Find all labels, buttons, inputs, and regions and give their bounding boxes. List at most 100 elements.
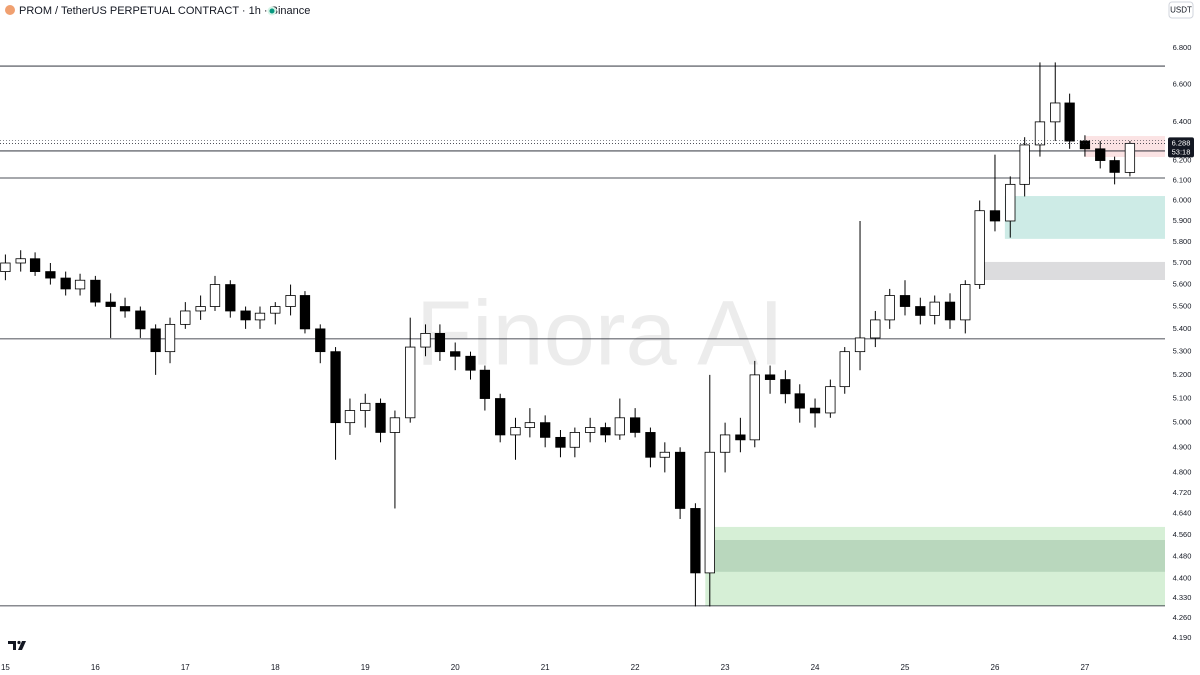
candle-body: [1095, 148, 1106, 161]
y-tick-label: 4.640: [1173, 509, 1192, 518]
x-tick-label: 26: [991, 663, 1000, 672]
candle-body: [510, 427, 521, 436]
x-tick-label: 16: [91, 663, 100, 672]
y-tick-label: 4.900: [1173, 442, 1192, 451]
candle-body: [60, 277, 71, 290]
candle-body: [74, 279, 86, 290]
candle-body: [434, 333, 446, 353]
x-tick-label: 23: [721, 663, 730, 672]
candle-body: [674, 451, 686, 509]
chart-title: PROM / TetherUS PERPETUAL CONTRACT · 1h …: [19, 5, 310, 17]
candle-body: [614, 417, 625, 436]
candle-body: [749, 374, 760, 441]
countdown: 53:18: [1172, 147, 1191, 156]
currency-box[interactable]: [1168, 1, 1194, 19]
watermark: Finora AI: [416, 282, 784, 384]
candle-body: [344, 410, 356, 424]
candle-body: [794, 393, 805, 409]
y-tick-label: 5.800: [1173, 237, 1192, 246]
candle-body: [780, 379, 791, 395]
y-tick-label: 4.330: [1173, 593, 1192, 602]
y-tick-label: 4.480: [1173, 551, 1192, 560]
candle-body: [944, 301, 956, 321]
logo-part: [8, 641, 16, 650]
y-tick-label: 5.700: [1173, 258, 1192, 267]
x-tick-label: 27: [1080, 663, 1089, 672]
candle-body: [735, 434, 746, 441]
y-tick-label: 5.000: [1173, 418, 1192, 427]
candle-body: [225, 284, 236, 312]
candle-body: [465, 355, 476, 371]
candle-body: [315, 328, 326, 353]
candle-body: [524, 422, 536, 428]
candle-body: [899, 295, 911, 307]
x-tick-label: 25: [901, 663, 910, 672]
candle-body: [1079, 140, 1091, 150]
candle-body: [479, 369, 491, 399]
y-tick-label: 4.260: [1173, 613, 1192, 622]
y-tick-label: 5.300: [1173, 347, 1192, 356]
y-tick-label: 5.400: [1173, 324, 1192, 333]
candle-body: [629, 417, 641, 433]
plot: [0, 62, 1165, 607]
candle-body: [569, 432, 580, 448]
candle-body: [90, 279, 101, 303]
y-tick-label: 5.900: [1173, 216, 1192, 225]
candle-body: [764, 374, 776, 380]
candle-body: [704, 451, 715, 574]
candle-body: [1034, 121, 1046, 146]
y-tick-label: 5.200: [1173, 370, 1192, 379]
x-tick-label: 20: [451, 663, 460, 672]
candle-body: [915, 306, 926, 316]
candle-body: [119, 306, 131, 312]
candle-body: [1124, 142, 1136, 173]
y-tick-label: 6.400: [1173, 117, 1192, 126]
currency: USDT: [1170, 6, 1192, 15]
candle-body: [375, 402, 386, 433]
candle-body: [299, 295, 311, 330]
candle-body: [1064, 102, 1075, 142]
candle-body: [29, 258, 41, 272]
y-tick-label: 6.100: [1173, 175, 1192, 184]
candle-body: [135, 310, 146, 330]
candle-body: [585, 427, 596, 433]
candle-body: [420, 333, 431, 348]
y-tick-label: 4.720: [1173, 488, 1192, 497]
candle-body: [45, 271, 56, 279]
candle-body: [1005, 183, 1016, 222]
x-tick-label: 17: [181, 663, 190, 672]
candle-body: [600, 427, 611, 436]
candle-body: [150, 328, 161, 353]
candle-body: [960, 284, 971, 321]
logo-part: [17, 640, 21, 645]
candle-body: [240, 310, 251, 321]
candle-body: [270, 306, 281, 314]
status-dot: [269, 8, 275, 14]
candle-body: [645, 432, 656, 458]
candle-body: [540, 422, 551, 438]
x-tick-label: 18: [271, 663, 280, 672]
y-tick-label: 6.200: [1173, 156, 1192, 165]
candle-body: [690, 508, 701, 574]
tv-logo: [8, 640, 26, 650]
y-tick-label: 6.600: [1173, 79, 1192, 88]
candle-body: [209, 284, 221, 307]
candle-body: [405, 346, 416, 419]
candle-body: [719, 434, 731, 453]
candle-body: [825, 386, 836, 414]
candle-body: [389, 417, 401, 433]
x-tick-label: 19: [361, 663, 370, 672]
price-label: 6.288: [1172, 138, 1191, 147]
candle-body: [974, 210, 985, 285]
y-tick-label: 6.000: [1173, 195, 1192, 204]
y-tick-label: 4.560: [1173, 530, 1192, 539]
candle-body: [105, 301, 116, 307]
zone: [1004, 196, 1165, 239]
candle-body: [884, 295, 895, 321]
candle-body: [254, 312, 266, 321]
candle-body: [854, 337, 866, 353]
candle-body: [360, 402, 371, 411]
x-tick-label: 24: [811, 663, 820, 672]
